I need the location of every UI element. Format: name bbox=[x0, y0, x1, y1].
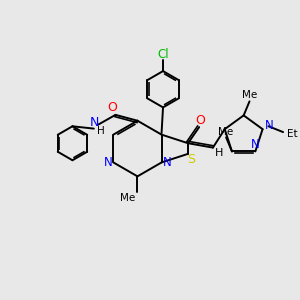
Text: Et: Et bbox=[286, 129, 297, 139]
Text: Cl: Cl bbox=[157, 49, 169, 62]
Text: O: O bbox=[108, 101, 118, 114]
Text: N: N bbox=[163, 156, 171, 169]
Text: Me: Me bbox=[242, 91, 257, 100]
Text: N: N bbox=[90, 116, 99, 129]
Text: N: N bbox=[265, 119, 273, 132]
Text: H: H bbox=[215, 148, 224, 158]
Text: N: N bbox=[104, 156, 112, 169]
Text: N: N bbox=[251, 139, 260, 152]
Text: H: H bbox=[97, 126, 105, 136]
Text: Me: Me bbox=[121, 193, 136, 203]
Text: S: S bbox=[188, 153, 196, 166]
Text: O: O bbox=[196, 114, 206, 127]
Text: Me: Me bbox=[218, 127, 234, 136]
